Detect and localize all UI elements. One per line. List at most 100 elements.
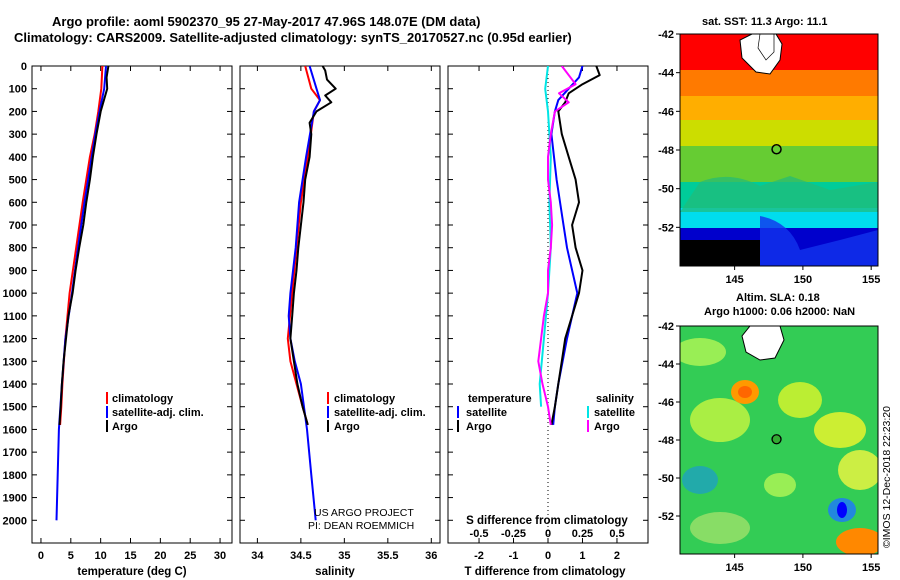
lat-tick-label: -48 [658,145,674,157]
lat-tick-label: -44 [658,68,675,80]
difference-legend: temperature salinity satellite Argo sate… [457,393,635,433]
lat-tick-label: -52 [658,222,674,234]
salinity-lines [286,66,337,521]
sst-field [680,34,878,266]
depth-tick-label: 2000 [3,515,27,527]
legend-label-s-argo: Argo [594,421,620,433]
x-tick-label: 20 [154,550,166,562]
depth-tick-label: 1100 [3,311,27,323]
salinity-legend: climatology satellite-adj. clim. Argo [327,392,426,433]
lat-tick-label: -42 [658,29,674,41]
x-tick-label: 34.5 [290,550,311,562]
x-tick-label: 35.5 [377,550,398,562]
x-tick-label: 0 [38,550,44,562]
legend-label-s-satellite: satellite [594,407,635,419]
x-tick-label: 0 [545,550,551,562]
lat-tick-label: -52 [658,511,674,523]
legend-label-satellite: satellite-adj. clim. [112,407,204,419]
difference-lines [537,66,601,426]
depth-tick-label: 1800 [3,470,27,482]
depth-tick-label: 1200 [3,334,27,346]
sst-map-title: sat. SST: 11.3 Argo: 11.1 [702,16,828,28]
depth-tick-label: 200 [9,106,27,118]
sla-map-title-line1: Altim. SLA: 0.18 [736,292,820,304]
depth-tick-label: 800 [9,243,27,255]
legend-label-satellite: satellite-adj. clim. [334,407,426,419]
x-tick-label: 1 [579,550,585,562]
credit-pi: PI: DEAN ROEMMICH [308,520,414,532]
lat-tick-label: -50 [658,184,674,196]
legend-title-salinity: salinity [596,393,635,405]
depth-tick-label: 1000 [3,288,27,300]
difference-ticks: -2 -1 0 1 2 -0.5 -0.25 0 0.25 0.5 [448,65,648,562]
series-line-satellite-adj-clim- [55,66,107,521]
profile-location-marker [771,143,782,155]
x2-tick-label: 0.5 [609,528,624,540]
imos-timestamp: ©IMOS 12-Dec-2018 22:23:20 [881,406,893,548]
temperature-lines [55,66,110,521]
depth-tick-label: 1600 [3,424,27,436]
x-tick-label: -1 [509,550,519,562]
depth-tick-label: 1700 [3,447,27,459]
lon-tick-label: 155 [862,562,880,574]
series-line-climatology [286,66,321,426]
legend-label-climatology: climatology [112,393,174,405]
depth-tick-label: 400 [9,152,27,164]
legend-label-argo: Argo [334,421,360,433]
sla-map: Altim. SLA: 0.18 Argo h1000: 0.06 h2000:… [658,292,880,574]
x-tick-label: 5 [68,550,74,562]
temperature-panel: 0 5 10 15 20 25 30 temperature (deg C) climato… [31,65,233,578]
salinity-panel: 34 34.5 35 35.5 36 salinity climatology sate… [239,65,441,578]
legend-label-argo: Argo [112,421,138,433]
x-tick-label: 10 [95,550,107,562]
x2-tick-label: 0.25 [572,528,593,540]
temperature-ticks: 0 5 10 15 20 25 30 [32,65,232,562]
lat-tick-label: -50 [658,473,674,485]
lon-tick-label: 145 [725,562,743,574]
depth-tick-label: 700 [9,220,27,232]
lat-tick-label: -46 [658,397,674,409]
depth-tick-label: 100 [9,84,27,96]
sla-map-title-line2: Argo h1000: 0.06 h2000: NaN [704,306,855,318]
series-line-argo [58,66,110,425]
x-tick-label: 35 [338,550,350,562]
depth-axis-labels: 0 100 200 300 400 500 600 700 800 900 1000 1100 1200… [3,61,27,527]
figure-title-line1: Argo profile: aoml 5902370_95 27-May-201… [52,14,481,29]
figure-title-line2: Climatology: CARS2009. Satellite-adjuste… [14,30,572,45]
depth-tick-label: 0 [21,61,27,73]
series-line-t-satellite [550,66,584,425]
legend-label-t-argo: Argo [466,421,492,433]
x-tick-label: -2 [474,550,484,562]
lon-tick-label: 155 [862,274,880,286]
temperature-diff-xlabel: T difference from climatology [464,566,626,578]
temperature-plot-frame [31,65,233,544]
lon-tick-label: 145 [725,274,743,286]
series-line-s-satellite [538,66,552,407]
sla-map-axis: -42 -44 -46 -48 -50 -52 145 150 155 [658,321,880,574]
depth-tick-label: 1900 [3,493,27,505]
depth-tick-label: 500 [9,175,27,187]
lon-tick-label: 150 [794,562,812,574]
depth-tick-label: 1300 [3,356,27,368]
x-tick-label: 34 [251,550,264,562]
series-line-climatology [59,66,104,425]
temperature-xlabel: temperature (deg C) [77,566,186,578]
lat-tick-label: -48 [658,435,674,447]
lat-tick-label: -42 [658,321,674,333]
lat-tick-label: -44 [658,359,675,371]
series-line-s-argo [537,66,577,426]
profile-location-marker [771,434,782,445]
depth-tick-label: 1400 [3,379,27,391]
legend-label-t-satellite: satellite [466,407,507,419]
difference-plot-frame [447,65,649,544]
x2-tick-label: 0 [545,528,551,540]
lat-tick-label: -46 [658,106,674,118]
series-line-t-argo [550,66,601,426]
x-tick-label: 2 [614,550,620,562]
x-tick-label: 36 [425,550,437,562]
salinity-diff-xlabel: S difference from climatology [466,515,628,527]
legend-title-temperature: temperature [468,393,532,405]
x2-tick-label: -0.5 [470,528,489,540]
sla-field [680,326,878,554]
